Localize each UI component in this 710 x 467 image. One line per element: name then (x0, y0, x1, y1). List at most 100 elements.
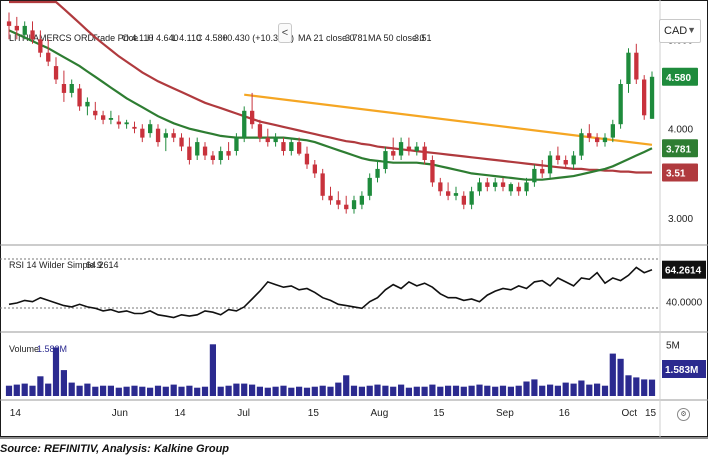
candle-body (297, 142, 302, 154)
candle-body (195, 142, 200, 156)
volume-bar (288, 387, 295, 396)
date-tick-label: Jun (112, 408, 128, 419)
settings-icon[interactable]: ⚙ (677, 408, 690, 421)
volume-bar (256, 386, 263, 396)
candle-body (571, 155, 576, 165)
date-tick-label: Jul (237, 408, 250, 419)
volume-bar (139, 386, 146, 396)
candle-body (367, 177, 372, 196)
candle-body (375, 168, 380, 178)
candle-body (610, 124, 615, 138)
ma50-tag-bg (662, 163, 698, 182)
collapse-legend-button[interactable]: < (278, 23, 292, 43)
candle-body (516, 186, 521, 192)
candle-body (179, 137, 184, 147)
candle-body (61, 84, 67, 93)
volume-bar (170, 384, 177, 396)
volume-bar (366, 385, 373, 396)
volume-value-tag-bg (662, 360, 706, 378)
candle-body (187, 146, 192, 160)
volume-bar (107, 385, 114, 396)
date-tick-label: Aug (371, 408, 389, 419)
candle-body (642, 79, 647, 116)
volume-bar (452, 385, 460, 396)
volume-bar (68, 382, 75, 396)
candle-body (430, 160, 435, 183)
rsi-label[interactable]: RSI 14 Wilder Simple 9 (9, 260, 102, 270)
volume-bar (13, 384, 20, 396)
candle-body (595, 137, 600, 143)
volume-bar (476, 384, 483, 396)
candle-body (446, 191, 451, 196)
volume-bar (100, 385, 107, 396)
date-tick-label: 15 (308, 408, 320, 419)
candle-body (93, 110, 98, 116)
date-tick-label: 15 (645, 408, 657, 419)
candle-body (304, 153, 310, 165)
candle-body (587, 133, 592, 138)
candle-body (14, 25, 19, 31)
ma50-label[interactable]: MA 50 close 0 (368, 33, 425, 43)
candle-body (391, 151, 396, 156)
volume-bar (303, 387, 311, 396)
rsi-tick-label: 40.0000 (666, 298, 703, 309)
volume-bar (233, 383, 240, 396)
symbol-name[interactable]: LITHI AMERCS ORD (9, 33, 95, 43)
candle-body (281, 142, 286, 151)
candle-body (202, 146, 208, 156)
volume-label[interactable]: Volume (9, 344, 39, 354)
candle-body (273, 137, 278, 143)
volume-bar (194, 387, 201, 396)
candle-body (53, 66, 59, 80)
volume-bar (609, 353, 616, 396)
volume-bar (21, 383, 28, 396)
ma21-line (8, 29, 653, 181)
volume-bar (578, 380, 585, 396)
candle-body (242, 110, 247, 138)
volume-legend-value: 1.583M (37, 344, 67, 354)
volume-bar (421, 386, 428, 396)
volume-bar (547, 384, 554, 396)
volume-bar (539, 385, 546, 396)
volume-bar (296, 386, 303, 396)
volume-bar (343, 375, 350, 396)
currency-select[interactable]: CAD ▼ (659, 19, 701, 43)
volume-bar (507, 386, 514, 396)
ma-legend: MA 21 close 0 3.781 MA 50 close 0 3.51 (298, 33, 432, 43)
candle-body (649, 76, 655, 119)
candle-body (171, 133, 176, 138)
candle-body (234, 137, 239, 151)
candle-body (320, 173, 325, 196)
volume-bar (499, 385, 507, 396)
volume-bar (468, 385, 475, 396)
volume-bar (123, 386, 130, 396)
chevron-down-icon: ▼ (687, 25, 696, 35)
candle-body (540, 168, 545, 174)
candle-body (618, 84, 623, 125)
candle-body (438, 182, 443, 192)
volume-bar (374, 384, 381, 396)
candle-body (108, 118, 114, 120)
volume-bar (225, 385, 232, 396)
candle-body (77, 88, 82, 107)
candle-body (351, 200, 357, 210)
volume-bar (484, 385, 491, 396)
rsi-legend-value: 64.2614 (86, 260, 119, 270)
volume-bar (5, 385, 13, 396)
change-value: +0.430 (+10.36%) (222, 33, 294, 43)
candle-body (469, 191, 474, 205)
volume-bar (625, 375, 632, 396)
volume-bar (115, 387, 122, 396)
volume-bar (601, 385, 609, 396)
volume-bar (76, 385, 83, 396)
volume-bar (633, 377, 640, 396)
resistance-trendline (244, 93, 653, 146)
volume-bar (523, 381, 530, 396)
candle-body (383, 151, 388, 169)
candle-body (508, 184, 513, 192)
date-tick-label: Sep (496, 408, 514, 419)
candle-body (406, 146, 412, 152)
volume-bar (531, 379, 538, 396)
candle-body (163, 133, 168, 138)
ma21-label[interactable]: MA 21 close 0 (298, 33, 355, 43)
